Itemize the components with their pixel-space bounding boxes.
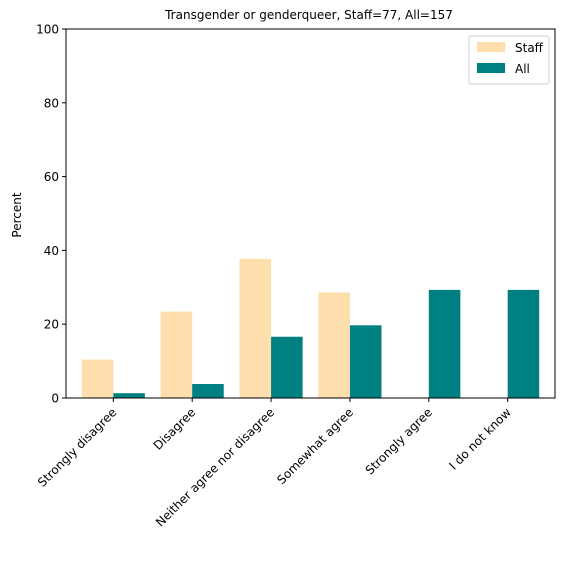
- bar-staff-strongly-disagree: [81, 359, 114, 398]
- bar-all-disagree: [192, 383, 224, 398]
- bar-staff-neither-agree-nor-disagree: [239, 258, 272, 398]
- bar-all-somewhat-agree: [349, 325, 382, 398]
- x-tick-label-strongly-disagree: Strongly disagree: [35, 405, 119, 489]
- y-tick-label: 0: [51, 392, 59, 406]
- plot-frame: [65, 28, 556, 399]
- y-axis-label: Percent: [10, 192, 24, 237]
- x-tick-label-strongly-agree: Strongly agree: [363, 405, 435, 477]
- legend-swatch-all: [477, 63, 505, 73]
- y-tick-label: 80: [44, 96, 59, 110]
- bars-layer: [81, 258, 540, 398]
- bar-staff-somewhat-agree: [318, 292, 350, 398]
- legend-swatch-staff: [477, 42, 505, 52]
- y-tick-label: 40: [44, 244, 59, 258]
- y-tick-label: 20: [44, 318, 59, 332]
- legend-label-staff: Staff: [515, 41, 544, 55]
- y-tick-label: 60: [44, 170, 59, 184]
- legend-label-all: All: [515, 62, 530, 76]
- bar-all-neither-agree-nor-disagree: [271, 336, 303, 398]
- y-tick-label: 100: [36, 23, 59, 37]
- x-tick-label-disagree: Disagree: [151, 405, 199, 453]
- bar-all-i-do-not-know: [507, 289, 540, 398]
- chart-title: Transgender or genderqueer, Staff=77, Al…: [164, 8, 453, 22]
- x-tick-label-i-do-not-know: I do not know: [446, 405, 514, 473]
- bar-all-strongly-disagree: [113, 393, 145, 398]
- bar-all-strongly-agree: [428, 289, 461, 398]
- legend: Staff All: [468, 35, 550, 85]
- x-tick-label-somewhat-agree: Somewhat agree: [274, 405, 356, 487]
- bar-staff-disagree: [160, 311, 193, 398]
